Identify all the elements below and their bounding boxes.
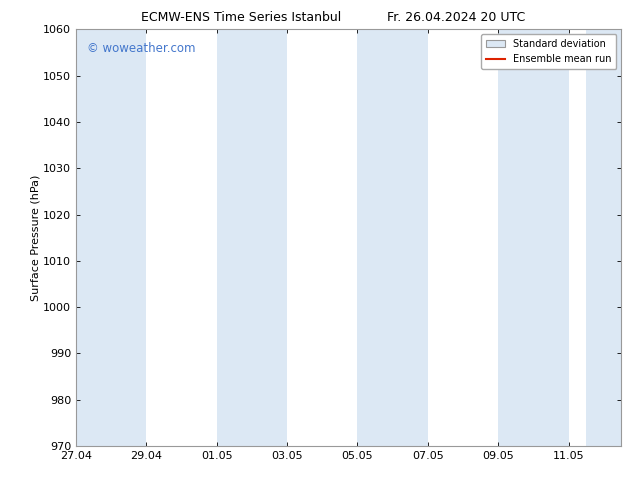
Bar bbox=[586, 29, 621, 446]
Bar bbox=[498, 29, 569, 446]
Text: © woweather.com: © woweather.com bbox=[87, 42, 195, 55]
Text: Fr. 26.04.2024 20 UTC: Fr. 26.04.2024 20 UTC bbox=[387, 11, 526, 24]
Text: ECMW-ENS Time Series Istanbul: ECMW-ENS Time Series Istanbul bbox=[141, 11, 341, 24]
Bar bbox=[358, 29, 428, 446]
Bar bbox=[217, 29, 287, 446]
Legend: Standard deviation, Ensemble mean run: Standard deviation, Ensemble mean run bbox=[481, 34, 616, 69]
Y-axis label: Surface Pressure (hPa): Surface Pressure (hPa) bbox=[30, 174, 41, 301]
Bar bbox=[76, 29, 146, 446]
